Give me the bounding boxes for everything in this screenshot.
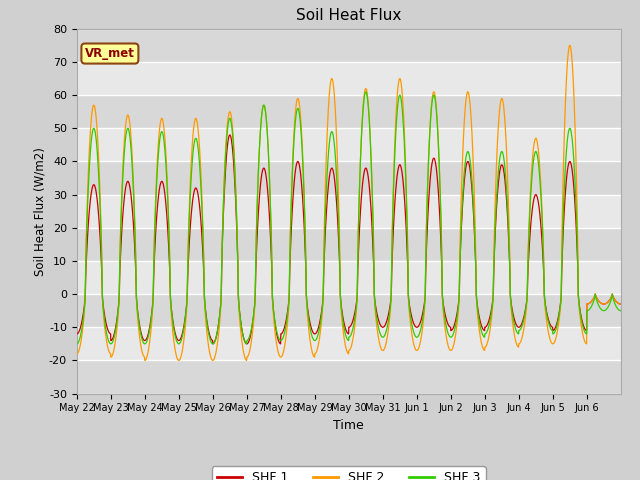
Bar <box>77 128 621 161</box>
X-axis label: Time: Time <box>333 419 364 432</box>
Y-axis label: Soil Heat Flux (W/m2): Soil Heat Flux (W/m2) <box>33 147 46 276</box>
SHF 2 <box>611 297 619 303</box>
Bar <box>77 194 621 228</box>
SHF 1 <box>534 197 541 203</box>
SHF 1 <box>73 331 81 337</box>
SHF 3 <box>362 89 370 95</box>
Bar <box>77 294 621 327</box>
Bar <box>77 29 621 62</box>
SHF 2 <box>184 237 192 242</box>
Title: Soil Heat Flux: Soil Heat Flux <box>296 9 401 24</box>
SHF 3 <box>467 160 474 166</box>
SHF 1 <box>617 301 625 307</box>
Text: VR_met: VR_met <box>85 47 135 60</box>
SHF 3 <box>419 318 426 324</box>
SHF 3 <box>617 308 625 313</box>
SHF 1 <box>501 180 509 185</box>
SHF 1 <box>611 297 619 303</box>
Bar <box>77 95 621 128</box>
Line: SHF 3: SHF 3 <box>77 92 621 344</box>
SHF 3 <box>611 300 618 306</box>
SHF 2 <box>534 142 541 148</box>
SHF 3 <box>501 167 509 172</box>
Bar <box>77 261 621 294</box>
SHF 2 <box>419 326 426 332</box>
SHF 3 <box>534 155 541 160</box>
SHF 1 <box>467 170 474 176</box>
Bar <box>77 161 621 194</box>
SHF 1 <box>184 262 192 268</box>
SHF 1 <box>226 132 234 138</box>
Line: SHF 2: SHF 2 <box>77 46 621 360</box>
Legend: SHF 1, SHF 2, SHF 3: SHF 1, SHF 2, SHF 3 <box>212 467 486 480</box>
SHF 2 <box>617 301 625 307</box>
SHF 2 <box>566 43 573 48</box>
SHF 1 <box>209 341 216 347</box>
SHF 3 <box>184 249 192 254</box>
SHF 2 <box>141 358 148 363</box>
Bar <box>77 327 621 360</box>
SHF 2 <box>467 105 474 110</box>
SHF 2 <box>73 351 81 357</box>
SHF 1 <box>419 311 426 317</box>
SHF 3 <box>73 341 81 347</box>
Line: SHF 1: SHF 1 <box>77 135 621 344</box>
SHF 2 <box>501 120 509 126</box>
Bar <box>77 62 621 95</box>
Bar <box>77 360 621 394</box>
Bar <box>77 228 621 261</box>
